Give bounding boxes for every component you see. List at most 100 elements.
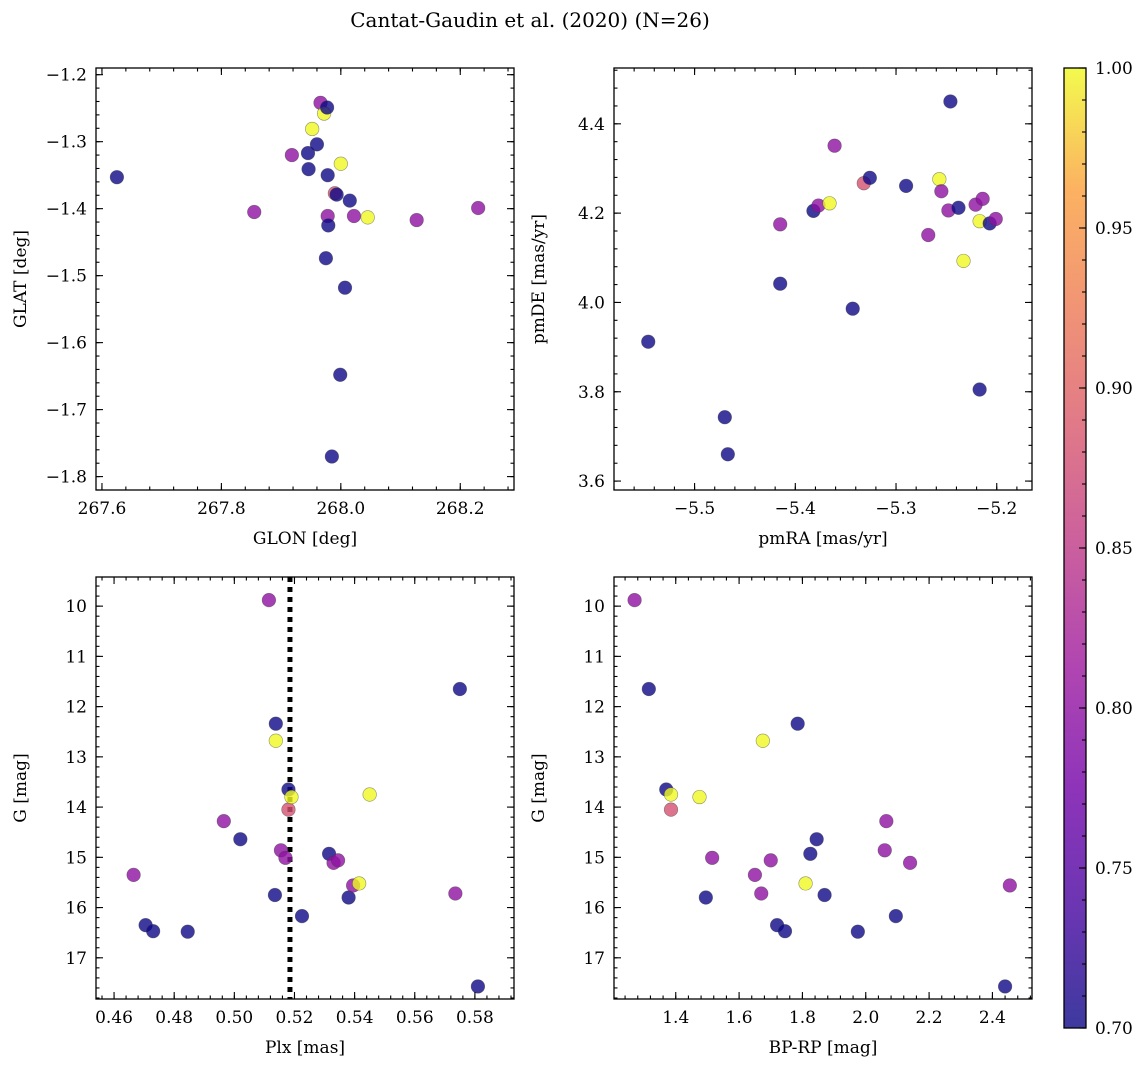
scatter-point [803,846,818,861]
y-tick-label: 3.8 [578,383,605,403]
scatter-point [827,138,842,153]
y-tick-label: 13 [65,748,87,768]
scatter-point [698,890,713,905]
x-tick-label: 268.0 [316,499,365,519]
scatter-point [773,217,788,232]
x-tick-label: 0.52 [276,1008,314,1028]
scatter-point [773,276,788,291]
y-axis-label: G [mag] [529,753,549,822]
axes-frame [613,67,1033,491]
x-tick-label: 1.8 [789,1008,816,1028]
axes-frame [95,67,515,491]
scatter-point [988,211,1003,227]
scatter-point [267,887,283,903]
scatter-point [755,733,770,748]
y-tick-label: 11 [583,647,605,667]
x-tick-label: 0.48 [155,1008,193,1028]
scatter-point [754,886,769,901]
y-tick-label: 15 [583,848,605,868]
scatter-point [318,251,334,266]
scatter-point [146,924,161,939]
scatter-point [300,145,316,161]
scatter-point [470,979,486,994]
scatter-point [817,887,832,903]
x-tick-label: −5.5 [674,499,715,519]
y-tick-label: 10 [65,597,87,617]
y-tick-label: −1.5 [46,267,87,287]
scatter-point [862,170,877,185]
y-tick-label: −1.4 [46,200,87,220]
scatter-point [932,172,947,187]
x-axis-label: BP-RP [mag] [769,1038,878,1058]
scatter-point [337,280,353,295]
y-axis-label: GLAT [deg] [11,230,31,328]
scatter-point [934,184,949,199]
scatter-point [641,334,656,349]
scatter-point [284,789,299,805]
scatter-point [346,208,362,224]
scatter-point [321,218,336,233]
scatter-point [898,178,914,193]
y-tick-label: 4.4 [578,115,605,135]
scatter-point [294,909,310,924]
panel-4: 1.4 1.6 1.8 2.0 2.2 2.4 10 11 12 13 14 15 16 17 BP-RP … [529,576,1033,1058]
scatter-point [333,367,348,382]
scatter-point [268,733,283,748]
x-tick-label: −5.3 [875,499,916,519]
scatter-point [352,876,367,891]
colorbar-tick-label: 0.80 [1095,699,1133,719]
scatter-point [790,716,805,731]
scatter-point [409,212,424,228]
colorbar: 0.70 0.75 0.80 0.85 0.90 0.95 1.00 [1063,59,1133,1039]
x-tick-label: 268.2 [436,499,485,519]
scatter-point [268,716,283,731]
x-tick-label: 0.46 [95,1008,133,1028]
scatter-point [888,909,903,924]
y-tick-label: −1.2 [46,66,87,86]
scatter-point [902,855,918,870]
y-tick-label: 16 [65,899,87,919]
scatter-point [281,802,296,817]
scatter-point [663,802,679,817]
scatter-point [951,200,966,215]
y-tick-label: 13 [583,748,605,768]
scatter-point [284,147,299,163]
y-tick-label: 4.0 [578,293,605,313]
scatter-point [777,924,793,939]
colorbar-tick-label: 0.95 [1095,219,1133,239]
x-tick-label: 2.0 [852,1008,879,1028]
x-tick-label: −5.4 [775,499,816,519]
scatter-point [330,853,346,868]
scatter-point [126,867,141,883]
y-tick-label: −1.7 [46,401,87,421]
x-tick-label: 267.8 [197,499,246,519]
colorbar-tick-label: 0.85 [1095,539,1133,559]
x-axis-label: pmRA [mas/yr] [758,529,887,549]
scatter-point [1002,878,1017,893]
x-axis-label: GLON [deg] [253,529,357,549]
scatter-point [301,162,316,177]
y-tick-label: 11 [65,647,87,667]
colorbar-gradient [1064,68,1086,1028]
x-tick-label: 1.6 [726,1008,753,1028]
x-axis-label: Plx [mas] [265,1038,345,1058]
scatter-point [342,193,357,208]
scatter-point [956,253,971,269]
y-tick-label: −1.8 [46,468,87,488]
y-tick-label: 3.6 [578,472,605,492]
colorbar-tick-label: 0.75 [1095,859,1133,879]
x-tick-label: 0.54 [336,1008,374,1028]
scatter-point [763,853,778,868]
figure-title: Cantat-Gaudin et al. (2020) (N=26) [350,8,710,32]
y-tick-label: 17 [583,949,605,969]
y-tick-label: 4.2 [578,204,605,224]
y-tick-label: −1.6 [46,334,87,354]
scatter-point [692,789,707,805]
scatter-point [180,924,195,939]
y-tick-label: 15 [65,848,87,868]
scatter-point [333,156,348,171]
scatter-point [798,876,813,891]
scatter-point [278,850,293,865]
scatter-point [329,187,344,202]
